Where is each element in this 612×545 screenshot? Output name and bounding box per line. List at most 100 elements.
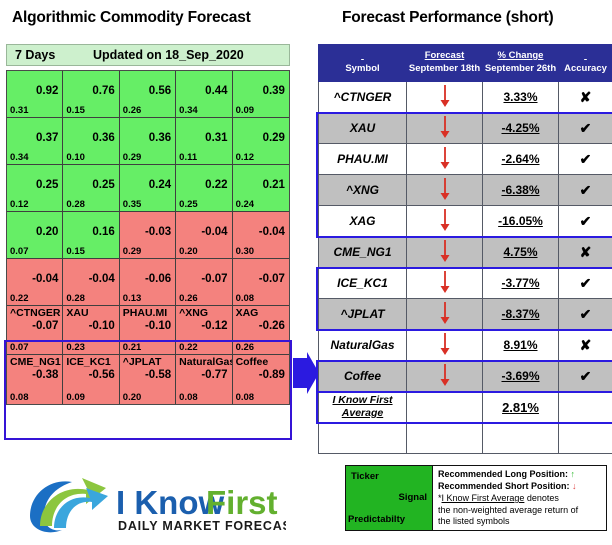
forecast-cell-predictability: 0.10 [66, 152, 85, 163]
forecast-cell-signal: -0.04 [88, 273, 115, 285]
down-arrow-icon [440, 208, 449, 231]
forecast-cell-signal: -0.07 [258, 273, 285, 285]
cell-accuracy-check: ✔ [558, 174, 612, 206]
forecast-cell-predictability: 0.28 [66, 293, 85, 304]
forecast-cell-ticker: CME_NG1 [10, 356, 61, 368]
page-title-right: Forecast Performance (short) [342, 9, 554, 26]
table-row[interactable]: PHAU.MI -2.64% ✔ [318, 143, 612, 175]
forecast-performance-table: Symbol Forecast September 18th % Change … [318, 44, 612, 454]
check-icon: ✔ [579, 181, 592, 198]
forecast-grid: 0.92 0.31 0.76 0.15 0.56 0.26 0.44 0.34 0.39 0.09… [6, 70, 290, 405]
table-row[interactable]: CME_NG1 4.75% ✘ [318, 236, 612, 268]
table-row[interactable]: Coffee -3.69% ✔ [318, 360, 612, 392]
forecast-cell: ICE_KC1 -0.56 0.09 [63, 355, 120, 404]
forecast-cell-predictability: 0.24 [235, 199, 255, 210]
forecast-cell-ticker: XAU [66, 307, 89, 319]
forecast-cell: -0.04 0.20 [176, 212, 233, 259]
cell-forecast-direction [406, 360, 483, 392]
forecast-grid-row: ^CTNGER -0.07 0.07 XAU -0.10 0.23 PHAU.MI -0.10… [7, 306, 289, 355]
forecast-cell-signal: -0.06 [144, 273, 172, 285]
cell-percent-change: 4.75% [482, 236, 559, 268]
forecast-cell: 0.25 0.28 [63, 165, 120, 212]
cell-forecast-direction [406, 174, 483, 206]
cell-percent-change: -2.64% [482, 143, 559, 175]
logo-word-two: First [206, 484, 278, 521]
cell-symbol: XAU [318, 112, 407, 144]
check-icon: ✔ [579, 119, 592, 136]
forecast-cell-predictability: 0.08 [235, 293, 255, 304]
down-arrow-icon [440, 332, 449, 355]
forecast-cell-predictability: 0.09 [235, 105, 255, 116]
cell-percent-change: -16.05% [482, 205, 559, 237]
forecast-cell-signal: -0.89 [258, 369, 285, 381]
forecast-cell: PHAU.MI -0.10 0.21 [119, 306, 177, 355]
forecast-cell: 0.37 0.34 [7, 118, 64, 165]
forecast-cell-predictability: 0.34 [10, 152, 29, 163]
forecast-cell-ticker: PHAU.MI [122, 307, 168, 319]
forecast-cell: 0.31 0.11 [176, 118, 233, 165]
forecast-cell-signal: 0.37 [36, 132, 59, 144]
legend-label-ticker: Ticker [351, 471, 379, 482]
forecast-horizon-label: 7 Days [15, 48, 56, 62]
logo-swoosh-icon [30, 478, 108, 533]
connector-arrow-icon [293, 352, 319, 394]
forecast-cell: 0.44 0.34 [176, 71, 233, 118]
forecast-cell: CME_NG1 -0.38 0.08 [7, 355, 64, 404]
cell-accuracy-cross: ✘ [558, 236, 612, 268]
table-row[interactable]: XAG -16.05% ✔ [318, 205, 612, 237]
forecast-cell-predictability: 0.23 [66, 342, 85, 353]
legend-cell-sample: Ticker Signal Predictabilty [346, 466, 433, 530]
legend-label-signal: Signal [398, 492, 427, 503]
table-row[interactable]: ^XNG -6.38% ✔ [318, 174, 612, 206]
forecast-cell-ticker: ^XNG [179, 307, 209, 319]
cell-forecast-direction [406, 81, 483, 113]
forecast-cell-predictability: 0.26 [122, 105, 142, 116]
table-row[interactable]: ^CTNGER 3.33% ✘ [318, 81, 612, 113]
legend-label-predictability: Predictabilty [348, 514, 406, 525]
table-row[interactable]: XAU -4.25% ✔ [318, 112, 612, 144]
forecast-cell-signal: 0.21 [262, 179, 285, 191]
cell-average-change: 2.81% [482, 391, 559, 423]
percent-change-label: -3.77% [501, 276, 540, 290]
table-header-row: Symbol Forecast September 18th % Change … [318, 44, 612, 82]
table-row[interactable]: ^JPLAT -8.37% ✔ [318, 298, 612, 330]
percent-change-label: -3.69% [501, 369, 540, 383]
check-icon: ✔ [579, 150, 592, 167]
forecast-cell-signal: 0.36 [92, 132, 115, 144]
forecast-cell-predictability: 0.29 [122, 152, 142, 163]
cell-forecast-direction [406, 205, 483, 237]
forecast-cell-signal: 0.29 [262, 132, 285, 144]
forecast-cell-ticker: ^CTNGER [10, 307, 61, 319]
check-icon: ✔ [579, 305, 592, 322]
forecast-cell-predictability: 0.08 [179, 392, 198, 403]
cell-forecast-direction [406, 143, 483, 175]
cell-forecast-direction [406, 298, 483, 330]
forecast-cell-predictability: 0.26 [235, 342, 255, 353]
forecast-cell-predictability: 0.29 [122, 246, 142, 257]
forecast-cell: 0.56 0.26 [119, 71, 177, 118]
table-row[interactable]: ICE_KC1 -3.77% ✔ [318, 267, 612, 299]
cell-forecast-direction [406, 329, 483, 361]
forecast-cell-ticker: NaturalGas [179, 356, 233, 368]
cell-forecast-direction [406, 236, 483, 268]
forecast-cell-signal: 0.39 [262, 85, 285, 97]
forecast-cell: 0.76 0.15 [63, 71, 120, 118]
forecast-cell: ^XNG -0.12 0.22 [176, 306, 233, 355]
table-body: ^CTNGER 3.33% ✘ XAU -4.25% ✔ PHAU.MI -2.64% ✔ ^XN… [318, 81, 612, 454]
forecast-cell-signal: -0.12 [201, 320, 228, 332]
forecast-cell-signal: -0.07 [201, 273, 228, 285]
forecast-cell-signal: 0.24 [148, 179, 172, 191]
forecast-cell: 0.36 0.29 [119, 118, 177, 165]
forecast-cell-signal: -0.04 [201, 226, 228, 238]
cell-average-forecast [406, 391, 483, 423]
forecast-cell-predictability: 0.13 [122, 293, 142, 304]
forecast-cell-signal: -0.77 [201, 369, 228, 381]
forecast-cell-ticker: XAG [235, 307, 259, 319]
up-arrow-icon: ↑ [570, 469, 576, 479]
forecast-cell-predictability: 0.09 [66, 392, 85, 403]
forecast-cell-predictability: 0.08 [10, 392, 29, 403]
symbol-label: CME_NG1 [333, 245, 392, 259]
footer-cell [406, 422, 483, 454]
forecast-cell-predictability: 0.20 [122, 392, 142, 403]
table-row[interactable]: NaturalGas 8.91% ✘ [318, 329, 612, 361]
